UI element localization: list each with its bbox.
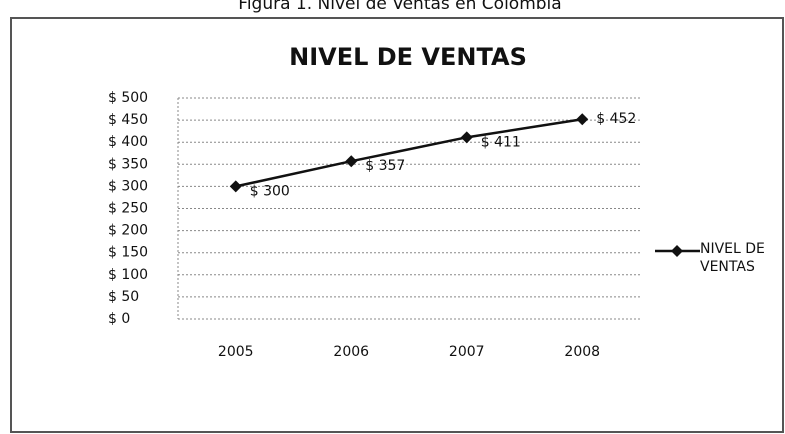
y-tick-label: $ 0 bbox=[108, 311, 130, 327]
y-tick-label: $ 200 bbox=[108, 223, 148, 239]
line bbox=[235, 117, 583, 188]
chart-border bbox=[10, 17, 784, 433]
y-tick-label: $ 450 bbox=[108, 112, 148, 128]
chart-title: NIVEL DE VENTAS bbox=[289, 43, 527, 71]
marker bbox=[229, 180, 242, 193]
x-tick-label: 2008 bbox=[564, 344, 600, 360]
marker bbox=[576, 113, 589, 126]
legend-marker bbox=[671, 245, 683, 257]
y-tick-label: $ 350 bbox=[108, 156, 148, 172]
marker bbox=[460, 131, 473, 144]
y-tick-label: $ 150 bbox=[108, 245, 148, 261]
data-label: $ 411 bbox=[481, 134, 521, 150]
y-tick-label: $ 300 bbox=[108, 178, 148, 194]
x-tick-label: 2006 bbox=[333, 344, 369, 360]
y-tick-label: $ 500 bbox=[108, 90, 148, 106]
data-label: $ 300 bbox=[250, 183, 290, 199]
y-tick-label: $ 250 bbox=[108, 201, 148, 217]
data-label: $ 357 bbox=[365, 158, 405, 174]
y-tick-label: $ 100 bbox=[108, 267, 148, 283]
x-tick-label: 2007 bbox=[449, 344, 485, 360]
y-tick-label: $ 50 bbox=[108, 289, 139, 305]
x-tick-label: 2005 bbox=[218, 344, 254, 360]
data-label: $ 452 bbox=[596, 111, 636, 127]
caption: Figura 1. Nivel de Ventas en Colombia bbox=[238, 0, 561, 14]
marker bbox=[345, 155, 358, 168]
y-tick-label: $ 400 bbox=[108, 134, 148, 150]
legend-label: NIVEL DE VENTAS bbox=[700, 241, 765, 275]
